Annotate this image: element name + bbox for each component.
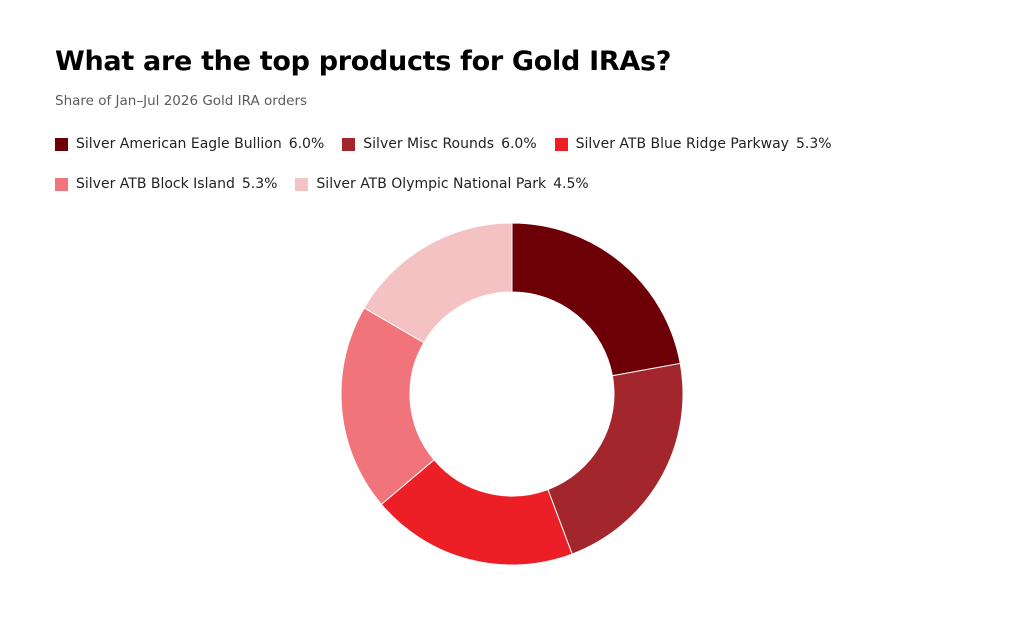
legend-label: Silver American Eagle Bullion	[76, 136, 282, 152]
legend-value: 4.5%	[553, 176, 589, 192]
legend-item[interactable]: Silver ATB Blue Ridge Parkway 5.3%	[554, 134, 832, 154]
legend-swatch	[554, 137, 568, 151]
legend-item[interactable]: Silver American Eagle Bullion 6.0%	[55, 134, 324, 154]
legend-label: Silver ATB Block Island	[76, 176, 235, 192]
legend-value: 5.3%	[795, 136, 832, 152]
legend-item[interactable]: Silver Misc Rounds 6.0%	[342, 134, 537, 154]
legend-swatch	[55, 137, 68, 151]
legend-swatch	[342, 137, 356, 151]
donut-slice[interactable]	[547, 362, 684, 555]
legend: Silver American Eagle Bullion 6.0% Silve…	[55, 134, 955, 194]
donut-slice[interactable]	[363, 222, 513, 344]
legend-value: 6.0%	[288, 136, 325, 152]
chart-title: What are the top products for Gold IRAs?	[55, 46, 672, 77]
legend-swatch	[55, 177, 68, 191]
donut-slice[interactable]	[340, 307, 435, 506]
legend-swatch	[295, 177, 309, 191]
legend-label: Silver ATB Blue Ridge Parkway	[575, 136, 789, 152]
donut-slice[interactable]	[380, 459, 573, 566]
legend-label: Silver ATB Olympic National Park	[316, 176, 547, 192]
legend-value: 5.3%	[241, 176, 278, 192]
legend-item[interactable]: Silver ATB Block Island 5.3%	[55, 174, 277, 194]
legend-item[interactable]: Silver ATB Olympic National Park 4.5%	[295, 174, 589, 194]
donut-slice[interactable]	[511, 222, 681, 377]
legend-value: 6.0%	[501, 136, 537, 152]
chart-subtitle: Share of Jan–Jul 2026 Gold IRA orders	[55, 93, 308, 109]
legend-label: Silver Misc Rounds	[363, 136, 495, 152]
